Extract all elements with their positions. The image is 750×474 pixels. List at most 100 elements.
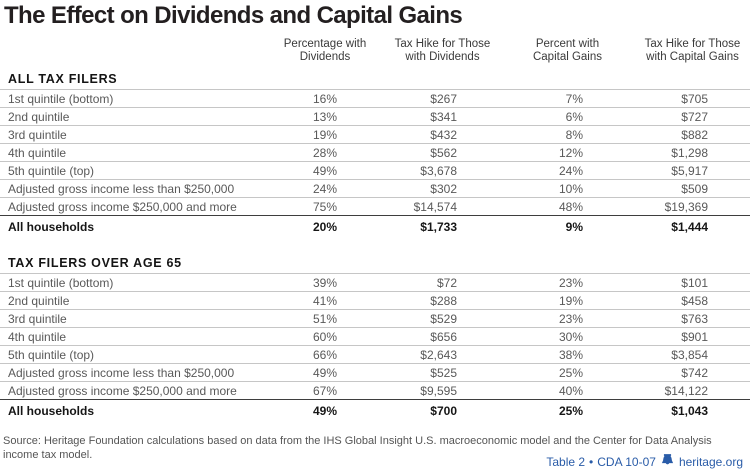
cell-value: $742 xyxy=(681,365,708,380)
cell-value: $101 xyxy=(681,275,708,290)
table-row: 2nd quintile 13% $341 6% $727 xyxy=(0,107,750,125)
row-label: 3rd quintile xyxy=(8,311,67,326)
cell-value: 39% xyxy=(312,275,337,290)
cell-value: $705 xyxy=(681,91,708,106)
cell-value: 41% xyxy=(312,293,337,308)
cell-value: 10% xyxy=(558,181,583,196)
table-row: Adjusted gross income less than $250,000… xyxy=(0,179,750,197)
cell-value: 48% xyxy=(558,199,583,214)
cell-value: $288 xyxy=(430,293,457,308)
table-row: 5th quintile (top) 49% $3,678 24% $5,917 xyxy=(0,161,750,179)
cell-value: $9,595 xyxy=(420,383,457,398)
table-row: 1st quintile (bottom) 39% $72 23% $101 xyxy=(0,273,750,291)
row-label: All households xyxy=(8,403,95,418)
table-section: TAX FILERS OVER AGE 65 1st quintile (bott… xyxy=(0,256,750,421)
cell-value: $3,678 xyxy=(420,163,457,178)
row-label: Adjusted gross income less than $250,000 xyxy=(8,365,235,380)
cell-value: $509 xyxy=(681,181,708,196)
cell-value: 25% xyxy=(558,403,583,418)
section-header: TAX FILERS OVER AGE 65 xyxy=(8,256,182,270)
table-row: 3rd quintile 19% $432 8% $882 xyxy=(0,125,750,143)
footer-reference: Table 2 • CDA 10-07 heritage.org xyxy=(546,454,743,469)
cell-value: 67% xyxy=(312,383,337,398)
cell-value: $267 xyxy=(430,91,457,106)
cell-value: $525 xyxy=(430,365,457,380)
data-table: ALL TAX FILERS 1st quintile (bottom) 16% $2… xyxy=(0,72,750,421)
cell-value: $302 xyxy=(430,181,457,196)
cell-value: $341 xyxy=(430,109,457,124)
cell-value: $700 xyxy=(430,403,457,418)
source-line-2: income tax model. xyxy=(3,448,93,461)
table-section: ALL TAX FILERS 1st quintile (bottom) 16% $2… xyxy=(0,72,750,237)
table-row: 5th quintile (top) 66% $2,643 38% $3,854 xyxy=(0,345,750,363)
cell-value: 49% xyxy=(312,163,337,178)
cell-value: 7% xyxy=(565,91,583,106)
row-label: Adjusted gross income less than $250,000 xyxy=(8,181,235,196)
table-row: Adjusted gross income $250,000 and more 7… xyxy=(0,197,750,215)
cell-value: 8% xyxy=(565,127,583,142)
row-label: 2nd quintile xyxy=(8,109,70,124)
cell-value: $5,917 xyxy=(671,163,708,178)
cell-value: $14,574 xyxy=(413,199,457,214)
cell-value: $901 xyxy=(681,329,708,344)
cell-value: 24% xyxy=(558,163,583,178)
column-header-1: Percentage with Dividends xyxy=(283,38,367,63)
row-label: 1st quintile (bottom) xyxy=(8,91,114,106)
source-line-1: Source: Heritage Foundation calculations… xyxy=(3,435,712,447)
row-label: Adjusted gross income $250,000 and more xyxy=(8,199,237,214)
cell-value: $882 xyxy=(681,127,708,142)
column-header-3: Percent with Capital Gains xyxy=(532,38,603,63)
cell-value: $529 xyxy=(430,311,457,326)
cell-value: 25% xyxy=(558,365,583,380)
cell-value: 12% xyxy=(558,145,583,160)
cell-value: 6% xyxy=(565,109,583,124)
cell-value: $3,854 xyxy=(671,347,708,362)
cell-value: $458 xyxy=(681,293,708,308)
heritage-link[interactable]: heritage.org xyxy=(678,454,743,469)
cell-value: 20% xyxy=(312,219,337,234)
table-row: All households 49% $700 25% $1,043 xyxy=(0,399,750,421)
cell-value: 51% xyxy=(312,311,337,326)
cell-value: $432 xyxy=(430,127,457,142)
bullet-separator: • xyxy=(589,454,594,469)
table-row: 3rd quintile 51% $529 23% $763 xyxy=(0,309,750,327)
table-row: 4th quintile 60% $656 30% $901 xyxy=(0,327,750,345)
table-row: 2nd quintile 41% $288 19% $458 xyxy=(0,291,750,309)
cell-value: $562 xyxy=(430,145,457,160)
row-label: Adjusted gross income $250,000 and more xyxy=(8,383,237,398)
row-label: 5th quintile (top) xyxy=(8,163,95,178)
table-row: 4th quintile 28% $562 12% $1,298 xyxy=(0,143,750,161)
cell-value: 13% xyxy=(312,109,337,124)
cell-value: $1,043 xyxy=(671,403,708,418)
page-title: The Effect on Dividends and Capital Gain… xyxy=(4,2,463,29)
cell-value: 60% xyxy=(312,329,337,344)
cell-value: 24% xyxy=(312,181,337,196)
table-row: 1st quintile (bottom) 16% $267 7% $705 xyxy=(0,89,750,107)
cell-value: $763 xyxy=(681,311,708,326)
table-row: All households 20% $1,733 9% $1,444 xyxy=(0,215,750,237)
cell-value: 19% xyxy=(312,127,337,142)
table-row: Adjusted gross income less than $250,000… xyxy=(0,363,750,381)
cell-value: $2,643 xyxy=(420,347,457,362)
doc-code: CDA 10-07 xyxy=(597,454,656,469)
cell-value: 23% xyxy=(558,275,583,290)
cell-value: $727 xyxy=(681,109,708,124)
cell-value: $19,369 xyxy=(664,199,708,214)
cell-value: 16% xyxy=(312,91,337,106)
row-label: 2nd quintile xyxy=(8,293,70,308)
cell-value: 40% xyxy=(558,383,583,398)
row-label: 1st quintile (bottom) xyxy=(8,275,114,290)
cell-value: 23% xyxy=(558,311,583,326)
row-label: 3rd quintile xyxy=(8,127,67,142)
cell-value: 9% xyxy=(565,219,583,234)
cell-value: $1,298 xyxy=(671,145,708,160)
source-note: Source: Heritage Foundation calculations… xyxy=(0,435,739,462)
cell-value: $14,122 xyxy=(664,383,708,398)
row-label: All households xyxy=(8,219,95,234)
cell-value: 66% xyxy=(312,347,337,362)
cell-value: $72 xyxy=(436,275,457,290)
cell-value: 49% xyxy=(312,365,337,380)
column-header-row: Percentage with Dividends Tax Hike for Tho… xyxy=(0,38,750,64)
liberty-bell-icon xyxy=(661,454,674,469)
